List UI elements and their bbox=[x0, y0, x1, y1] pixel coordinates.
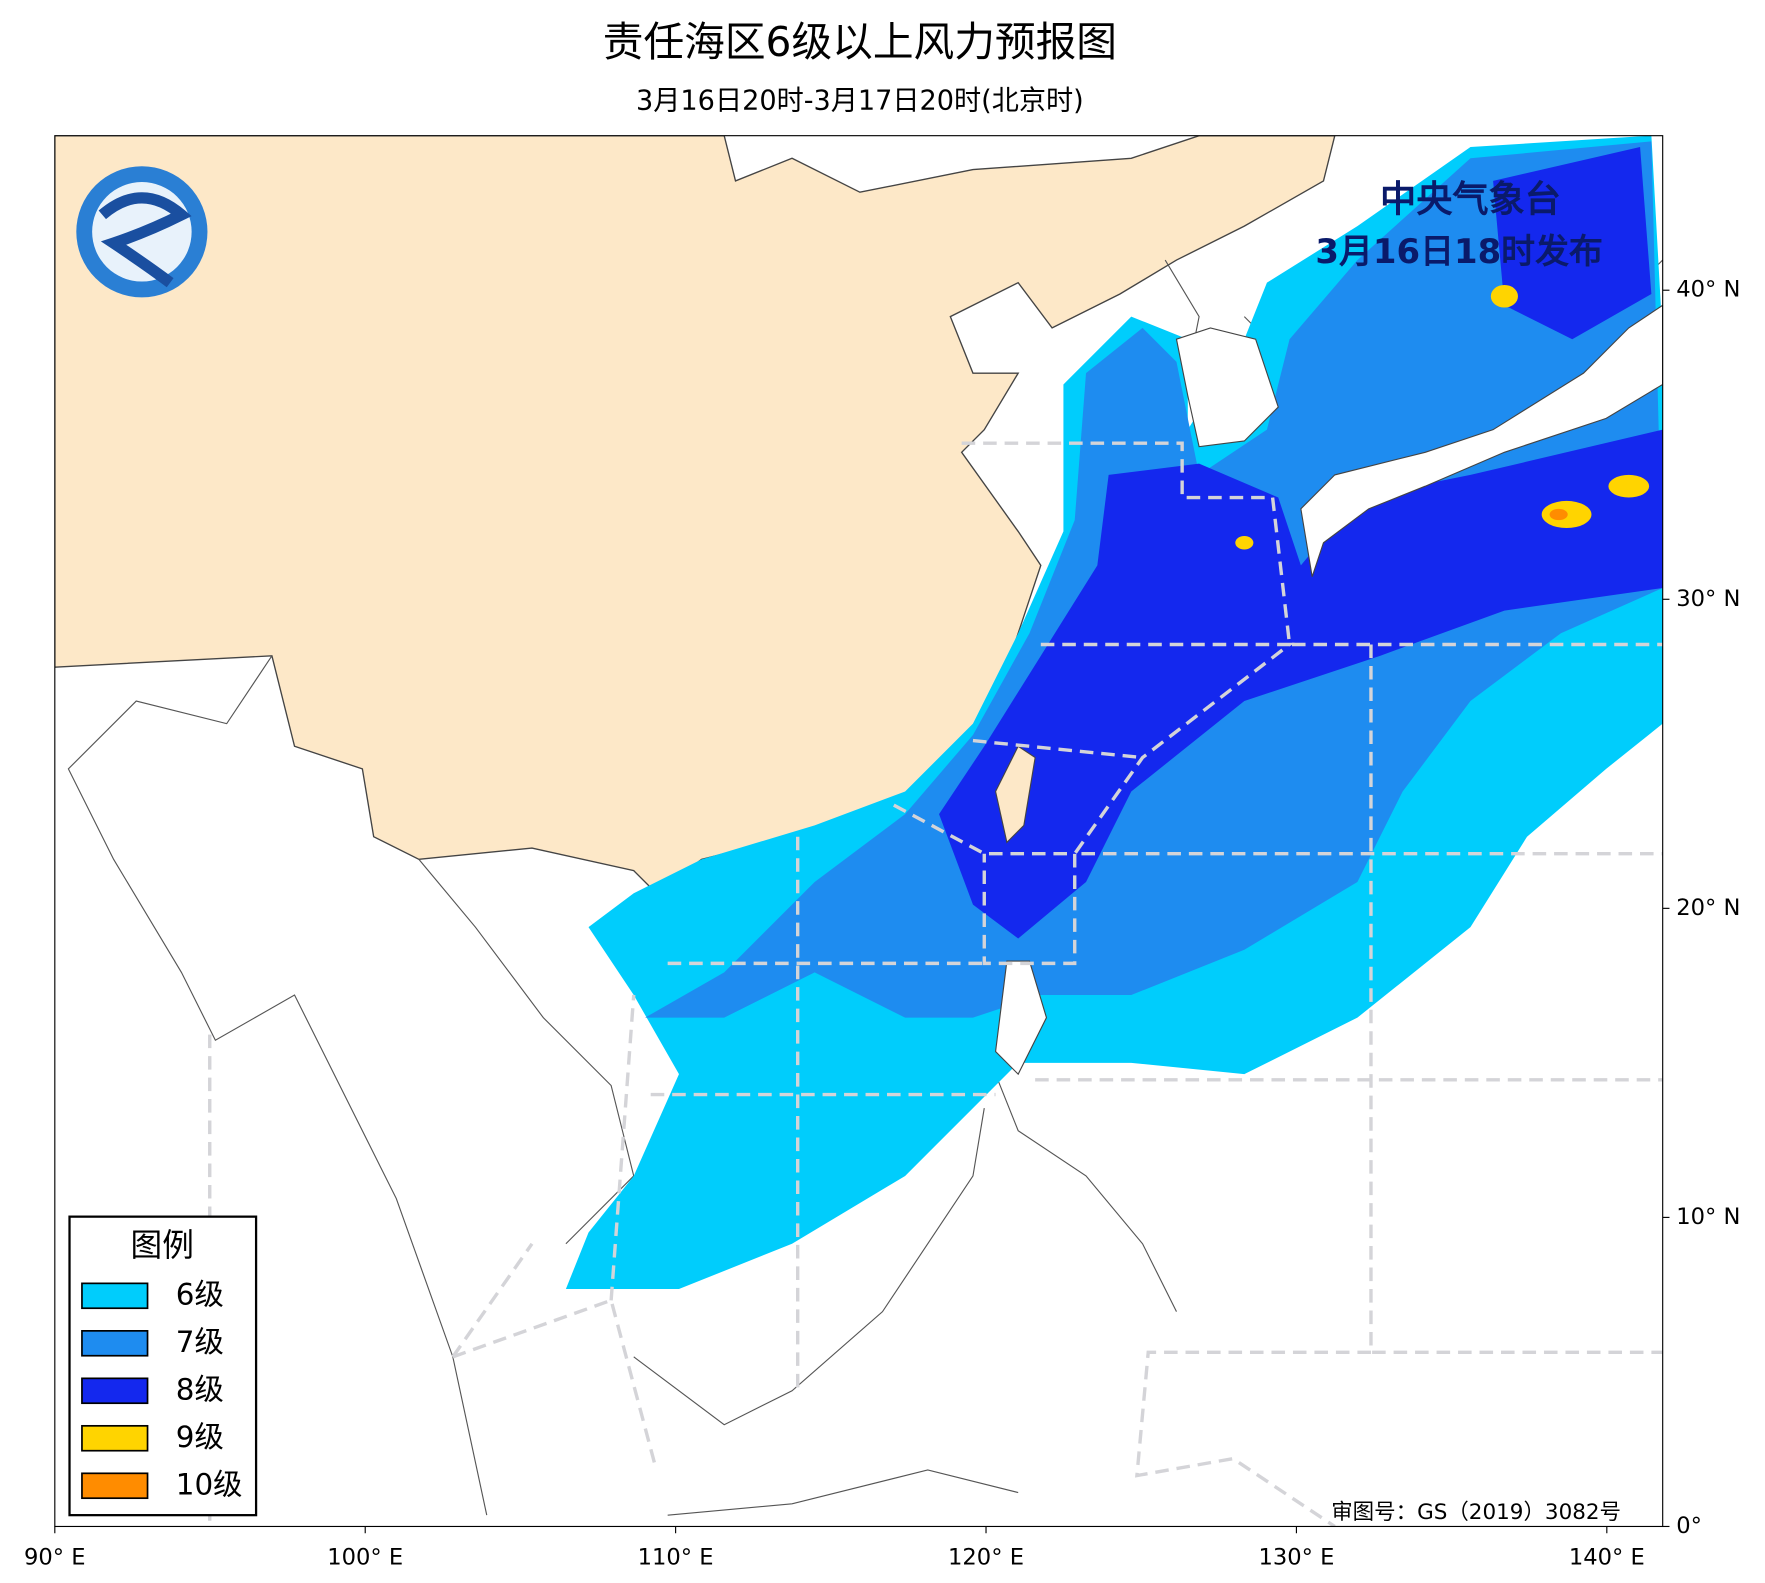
y-tick-label: 10° N bbox=[1676, 1204, 1740, 1230]
legend-box bbox=[68, 1215, 258, 1517]
x-tick-label: 120° E bbox=[948, 1545, 1024, 1571]
publisher-name: 中央气象台 bbox=[1380, 177, 1561, 220]
korea bbox=[1175, 327, 1279, 448]
y-tick-label: 30° N bbox=[1676, 586, 1740, 612]
legend-swatch bbox=[81, 1282, 149, 1310]
legend-title: 图例 bbox=[131, 1228, 194, 1264]
legend-swatch bbox=[81, 1330, 149, 1357]
subtitle: 3月16日20时-3月17日20时(北京时) bbox=[636, 85, 1084, 116]
wind-area-10 bbox=[1549, 508, 1568, 521]
map: 中央气象台 3月16日18时发布 审图号：GS（2019）3082号 bbox=[54, 135, 1663, 1527]
legend: 图例 6级 7级 8级 9级 10级 bbox=[68, 1215, 258, 1517]
legend-label: 6级 bbox=[176, 1277, 224, 1311]
legend-label: 9级 bbox=[176, 1420, 224, 1454]
issue-time: 3月16日18时发布 bbox=[1315, 232, 1603, 271]
legend-swatch bbox=[81, 1472, 149, 1500]
x-tick-label: 100° E bbox=[327, 1545, 403, 1571]
wind-area-9 bbox=[1608, 474, 1650, 498]
legend-swatch bbox=[81, 1424, 149, 1452]
logo bbox=[76, 166, 208, 298]
y-tick-label: 0° bbox=[1676, 1513, 1702, 1539]
x-tick-label: 130° E bbox=[1258, 1545, 1334, 1571]
y-tick-label: 40° N bbox=[1676, 277, 1740, 303]
wind-area-9 bbox=[1235, 535, 1254, 550]
wind-area-8 bbox=[939, 146, 1663, 939]
legend-swatch bbox=[81, 1377, 149, 1405]
axes: 90° E 100° E 110° E 120° E 130° E 140° E 0° 10°… bbox=[24, 277, 1740, 1571]
frame bbox=[54, 135, 1664, 1528]
title: 责任海区6级以上风力预报图 bbox=[603, 18, 1117, 66]
land-border bbox=[67, 259, 1663, 1516]
japan bbox=[1300, 304, 1663, 577]
taiwan bbox=[994, 745, 1036, 844]
x-tick-label: 110° E bbox=[638, 1545, 714, 1571]
legend-label: 7级 bbox=[176, 1325, 224, 1359]
x-tick-label: 140° E bbox=[1569, 1545, 1645, 1571]
luzon bbox=[994, 960, 1048, 1076]
x-tick-label: 90° E bbox=[24, 1545, 86, 1571]
y-tick-label: 20° N bbox=[1676, 895, 1740, 921]
legend-label: 8级 bbox=[176, 1372, 224, 1406]
approval: 审图号：GS（2019）3082号 bbox=[1331, 1500, 1621, 1525]
china-land bbox=[54, 135, 1336, 895]
wind-area-9 bbox=[1490, 284, 1518, 308]
legend-label: 10级 bbox=[176, 1467, 243, 1501]
